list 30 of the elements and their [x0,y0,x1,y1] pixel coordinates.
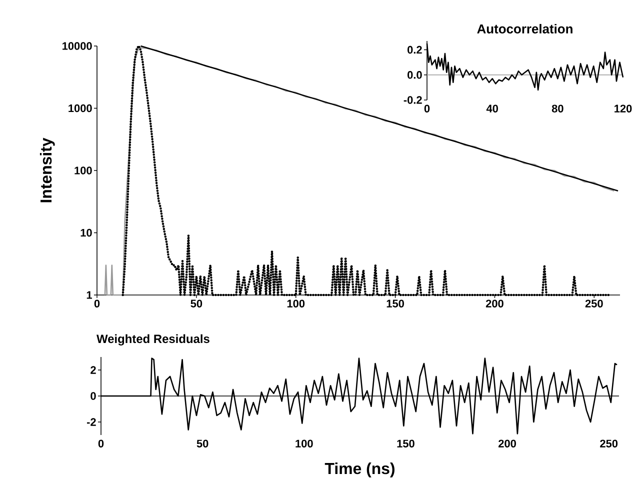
x-tick-label: 0 [98,440,104,448]
x-tick-label: 200 [486,300,504,308]
x-axis-title: Time (ns) [324,462,394,478]
x-tick-label: 50 [196,440,208,448]
chart-title: Weighted Residuals [96,334,210,346]
x-tick-label: 150 [397,440,414,448]
x-tick-label: 50 [190,300,202,308]
y-tick-label: 1 [86,291,92,299]
y-tick-label: -2 [86,418,96,426]
x-tick-label: 0 [424,104,430,112]
y-tick-label: 0.2 [408,46,422,54]
y-tick-label: 1000 [68,104,92,112]
x-tick-label: 250 [600,440,618,448]
y-tick-label: 100 [74,166,92,174]
y-tick-label: 0.0 [408,71,422,79]
x-tick-label: 250 [585,300,603,308]
y-tick-label: 0 [90,392,96,400]
x-tick-label: 80 [552,104,564,112]
x-tick-label: 100 [296,440,313,448]
x-tick-label: 40 [486,104,498,112]
y-tick-label: 2 [90,366,96,374]
x-tick-label: 200 [498,440,516,448]
chart-title: Autocorrelation [477,24,572,34]
x-tick-label: 120 [614,104,632,112]
y-tick-label: -0.2 [404,96,422,104]
y-tick-label: 10 [80,228,92,237]
x-tick-label: 100 [287,300,305,308]
y-tick-label: 10000 [62,42,92,50]
x-tick-label: 150 [386,300,404,308]
y-axis-title: Intensity [40,138,55,202]
